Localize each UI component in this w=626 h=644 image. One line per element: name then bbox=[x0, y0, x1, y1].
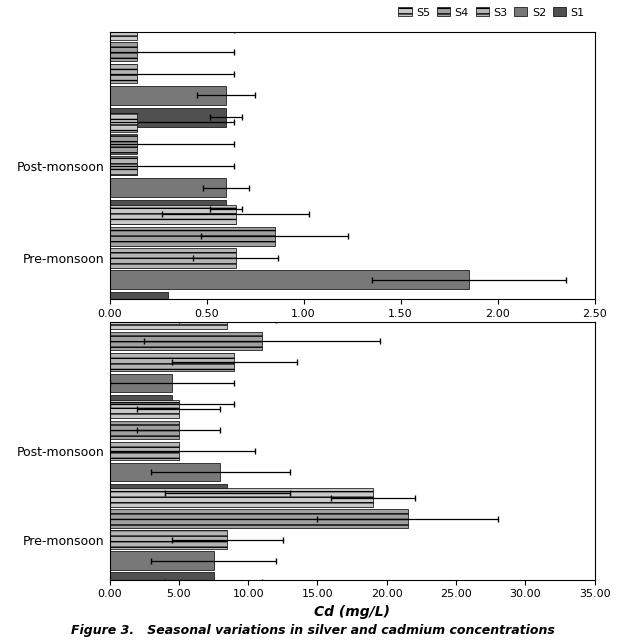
Bar bbox=[110, 292, 168, 311]
Bar bbox=[110, 21, 136, 40]
Bar bbox=[110, 311, 227, 329]
Bar bbox=[110, 374, 172, 392]
Bar bbox=[110, 108, 226, 127]
Bar bbox=[110, 484, 227, 502]
Bar bbox=[110, 156, 136, 175]
Bar bbox=[110, 421, 179, 439]
Bar bbox=[110, 205, 235, 224]
Bar bbox=[110, 270, 468, 289]
Text: Figure 3.   Seasonal variations in silver and cadmium concentrations: Figure 3. Seasonal variations in silver … bbox=[71, 624, 555, 638]
Bar bbox=[110, 135, 136, 154]
Bar bbox=[110, 399, 179, 418]
Bar bbox=[110, 442, 179, 460]
Bar bbox=[110, 509, 408, 528]
Bar bbox=[110, 462, 220, 481]
X-axis label: Ag (mg/L): Ag (mg/L) bbox=[314, 325, 391, 339]
Bar bbox=[110, 43, 136, 61]
Bar bbox=[110, 573, 213, 591]
Bar bbox=[110, 86, 226, 105]
Bar bbox=[110, 64, 136, 83]
Bar bbox=[110, 178, 226, 197]
Bar bbox=[110, 249, 235, 267]
Bar bbox=[110, 395, 172, 413]
Bar bbox=[110, 488, 373, 507]
Bar bbox=[110, 531, 227, 549]
Bar bbox=[110, 353, 234, 371]
Bar bbox=[110, 113, 136, 132]
Bar bbox=[110, 332, 262, 350]
X-axis label: Cd (mg/L): Cd (mg/L) bbox=[314, 605, 390, 619]
Legend: S5, S4, S3, S2, S1: S5, S4, S3, S2, S1 bbox=[394, 3, 589, 22]
Bar bbox=[110, 551, 213, 570]
Bar bbox=[110, 227, 274, 246]
Bar bbox=[110, 200, 226, 219]
